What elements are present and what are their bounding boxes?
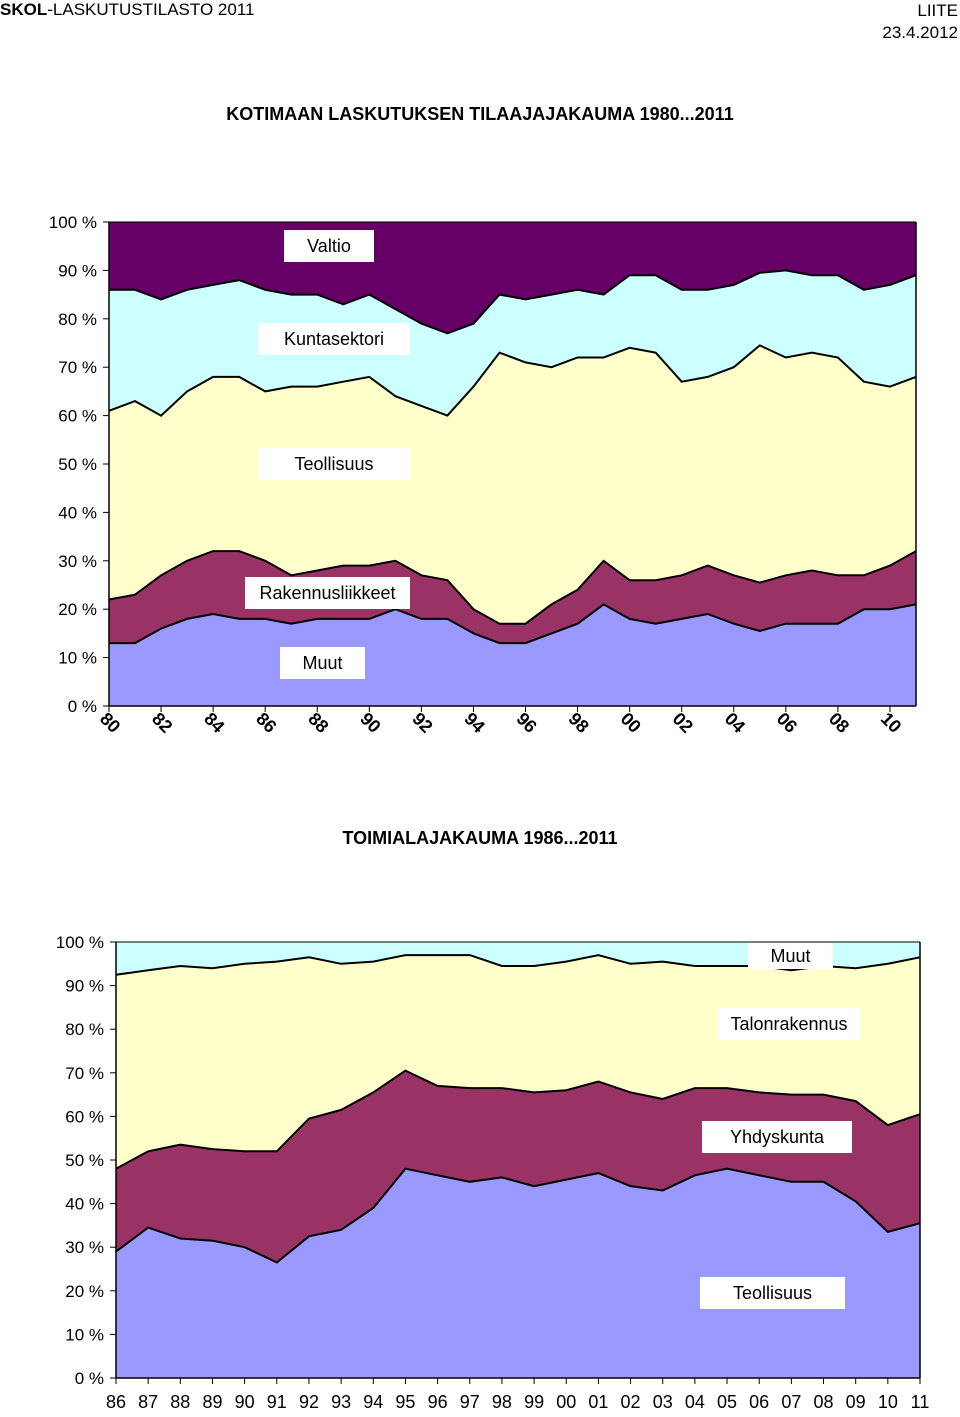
report-subtitle: -LASKUTUSTILASTO 2011 [47, 0, 255, 19]
y-tick-label: 70 % [58, 358, 97, 377]
x-tick-label: 89 [202, 1392, 222, 1412]
y-tick-label: 0 % [68, 697, 97, 716]
y-tick-label: 60 % [65, 1107, 104, 1126]
x-tick-label: 87 [138, 1392, 158, 1412]
x-tick-label: 99 [524, 1392, 544, 1412]
x-tick-label: 02 [621, 1392, 641, 1412]
x-tick-label: 94 [363, 1392, 383, 1412]
series-label-teollisuus: Teollisuus [733, 1283, 812, 1303]
y-tick-label: 10 % [65, 1325, 104, 1344]
x-tick-label: 93 [331, 1392, 351, 1412]
area-yhdyskunta [116, 1070, 920, 1263]
x-tick-label: 97 [460, 1392, 480, 1412]
x-tick-label: 10 [878, 1392, 898, 1412]
y-tick-label: 30 % [58, 552, 97, 571]
series-label-valtio: Valtio [307, 236, 351, 256]
x-tick-label: 91 [267, 1392, 287, 1412]
y-tick-label: 40 % [65, 1195, 104, 1214]
y-tick-label: 60 % [58, 407, 97, 426]
series-label-box [718, 1008, 860, 1040]
x-tick-label: 08 [814, 1392, 834, 1412]
y-tick-label: 90 % [58, 261, 97, 280]
x-tick-label: 86 [106, 1392, 126, 1412]
boundary-line-teollisuus [108, 344, 917, 417]
series-label-box [700, 1277, 845, 1309]
report-name: SKOL-LASKUTUSTILASTO 2011 [0, 0, 254, 20]
boundary-line-rakennusliikkeet [108, 550, 917, 625]
series-label-muut: Muut [770, 946, 810, 966]
y-tick-label: 90 % [65, 977, 104, 996]
area-kuntasektori [109, 270, 916, 416]
y-tick-label: 0 % [75, 1369, 104, 1388]
y-tick-label: 20 % [65, 1282, 104, 1301]
series-label-box [748, 943, 833, 969]
series-label-talonrakennus: Talonrakennus [730, 1014, 847, 1034]
x-tick-label: 92 [299, 1392, 319, 1412]
series-label-teollisuus: Teollisuus [294, 454, 373, 474]
y-tick-label: 70 % [65, 1064, 104, 1083]
boundary-line-yhdyskunta [115, 1069, 921, 1170]
boundary-line-muut [109, 603, 917, 645]
x-tick-label: 95 [395, 1392, 415, 1412]
y-tick-label: 100 % [56, 933, 104, 952]
series-label-kuntasektori: Kuntasektori [284, 329, 384, 349]
series-label-rakennusliikkeet: Rakennusliikkeet [259, 583, 395, 603]
boundary-line-kuntasektori [109, 269, 917, 335]
series-label-box [245, 577, 410, 609]
series-label-box [284, 230, 374, 262]
series-label-yhdyskunta: Yhdyskunta [730, 1127, 825, 1147]
y-tick-label: 50 % [58, 455, 97, 474]
x-tick-label: 11 [911, 1392, 930, 1412]
x-tick-label: 88 [170, 1392, 190, 1412]
x-tick-label: 00 [556, 1392, 576, 1412]
chart1-title: KOTIMAAN LASKUTUKSEN TILAAJAJAKAUMA 1980… [226, 104, 734, 124]
boundary-line-teollisuus [115, 1167, 921, 1264]
series-label-box [258, 448, 410, 480]
chart2-title: TOIMIALAJAKAUMA 1986...2011 [342, 828, 618, 848]
area-muut [116, 942, 920, 975]
report-meta: LIITE 23.4.2012 [882, 0, 958, 44]
org-name: SKOL [0, 0, 48, 19]
x-tick-label: 05 [717, 1392, 737, 1412]
y-tick-label: 50 % [65, 1151, 104, 1170]
series-label-muut: Muut [302, 653, 342, 673]
x-tick-label: 03 [653, 1392, 673, 1412]
chart-client-distribution: 0 % 10 % 20 % 30 % 40 % 50 % 60 % 70 % 80 % 90 % 1… [49, 213, 917, 737]
attachment-label: LIITE [917, 1, 958, 20]
y-tick-label: 100 % [49, 213, 97, 232]
y-tick-label: 40 % [58, 503, 97, 522]
y-tick-label: 80 % [58, 310, 97, 329]
y-tick-label: 20 % [58, 600, 97, 619]
area-muut [109, 604, 916, 706]
x-tick-label: 07 [781, 1392, 801, 1412]
x-tick-label: 09 [846, 1392, 866, 1412]
series-label-box [702, 1121, 852, 1153]
y-tick-label: 80 % [65, 1020, 104, 1039]
x-tick-label: 06 [749, 1392, 769, 1412]
report-date: 23.4.2012 [882, 23, 958, 42]
y-tick-label: 30 % [65, 1238, 104, 1257]
area-teollisuus [109, 345, 916, 624]
x-tick-label: 96 [428, 1392, 448, 1412]
x-tick-label: 90 [235, 1392, 255, 1412]
x-tick-label: 01 [588, 1392, 608, 1412]
x-tick-label: 98 [492, 1392, 512, 1412]
series-label-box [280, 647, 365, 679]
boundary-line-talonrakennus [115, 954, 921, 976]
y-tick-label: 10 % [58, 649, 97, 668]
x-tick-label: 04 [685, 1392, 705, 1412]
series-label-box [258, 323, 410, 355]
area-teollisuus [116, 1168, 920, 1378]
